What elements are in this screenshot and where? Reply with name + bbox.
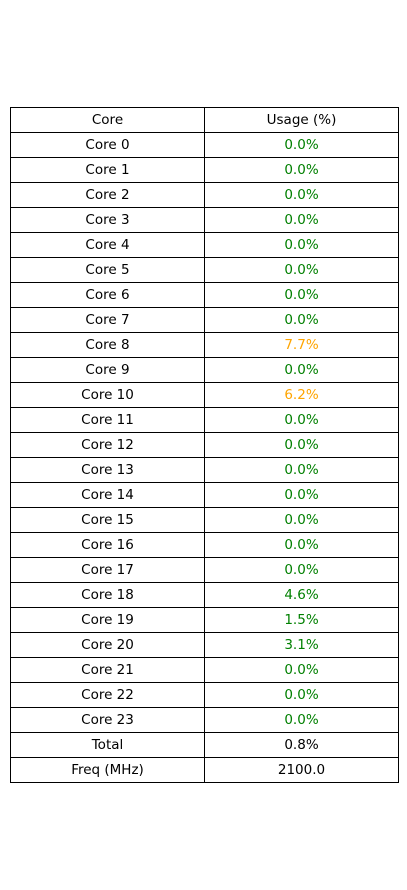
core-usage: 0.0% bbox=[204, 157, 399, 183]
core-label: Core 12 bbox=[10, 432, 205, 458]
core-usage: 0.0% bbox=[204, 507, 399, 533]
table-row: Core 9 0.0% bbox=[10, 357, 399, 383]
core-label: Core 7 bbox=[10, 307, 205, 333]
total-label: Total bbox=[10, 732, 205, 758]
core-usage: 0.0% bbox=[204, 182, 399, 208]
core-label: Core 2 bbox=[10, 182, 205, 208]
core-label: Core 9 bbox=[10, 357, 205, 383]
core-usage: 0.0% bbox=[204, 432, 399, 458]
core-label: Core 11 bbox=[10, 407, 205, 433]
freq-label: Freq (MHz) bbox=[10, 757, 205, 783]
core-usage: 0.0% bbox=[204, 232, 399, 258]
table-row: Core 22 0.0% bbox=[10, 682, 399, 708]
core-label: Core 8 bbox=[10, 332, 205, 358]
freq-value: 2100.0 bbox=[204, 757, 399, 783]
total-row: Total 0.8% bbox=[10, 732, 399, 758]
table-row: Core 10 6.2% bbox=[10, 382, 399, 408]
core-label: Core 10 bbox=[10, 382, 205, 408]
table-row: Core 8 7.7% bbox=[10, 332, 399, 358]
core-label: Core 18 bbox=[10, 582, 205, 608]
core-label: Core 6 bbox=[10, 282, 205, 308]
core-label: Core 22 bbox=[10, 682, 205, 708]
core-label: Core 14 bbox=[10, 482, 205, 508]
core-label: Core 4 bbox=[10, 232, 205, 258]
core-usage: 1.5% bbox=[204, 607, 399, 633]
core-usage: 0.0% bbox=[204, 657, 399, 683]
core-label: Core 16 bbox=[10, 532, 205, 558]
core-label: Core 17 bbox=[10, 557, 205, 583]
freq-row: Freq (MHz) 2100.0 bbox=[10, 757, 399, 783]
core-usage: 4.6% bbox=[204, 582, 399, 608]
core-usage: 0.0% bbox=[204, 482, 399, 508]
table-row: Core 12 0.0% bbox=[10, 432, 399, 458]
core-usage: 0.0% bbox=[204, 532, 399, 558]
core-label: Core 19 bbox=[10, 607, 205, 633]
table-row: Core 23 0.0% bbox=[10, 707, 399, 733]
cpu-usage-table: Core Usage (%) Core 0 0.0% Core 1 0.0% Core … bbox=[10, 107, 399, 783]
header-usage: Usage (%) bbox=[204, 107, 399, 133]
table-row: Core 7 0.0% bbox=[10, 307, 399, 333]
core-usage: 6.2% bbox=[204, 382, 399, 408]
table-row: Core 14 0.0% bbox=[10, 482, 399, 508]
core-label: Core 13 bbox=[10, 457, 205, 483]
core-usage: 0.0% bbox=[204, 307, 399, 333]
table-row: Core 0 0.0% bbox=[10, 132, 399, 158]
table-row: Core 17 0.0% bbox=[10, 557, 399, 583]
core-usage: 0.0% bbox=[204, 682, 399, 708]
table-row: Core 19 1.5% bbox=[10, 607, 399, 633]
table-row: Core 6 0.0% bbox=[10, 282, 399, 308]
core-usage: 0.0% bbox=[204, 407, 399, 433]
table-row: Core 1 0.0% bbox=[10, 157, 399, 183]
core-usage: 0.0% bbox=[204, 132, 399, 158]
table-row: Core 5 0.0% bbox=[10, 257, 399, 283]
total-value: 0.8% bbox=[204, 732, 399, 758]
table-row: Core 2 0.0% bbox=[10, 182, 399, 208]
core-usage: 0.0% bbox=[204, 207, 399, 233]
table-row: Core 11 0.0% bbox=[10, 407, 399, 433]
table-row: Core 21 0.0% bbox=[10, 657, 399, 683]
table-row: Core 16 0.0% bbox=[10, 532, 399, 558]
core-label: Core 0 bbox=[10, 132, 205, 158]
table-row: Core 3 0.0% bbox=[10, 207, 399, 233]
core-usage: 0.0% bbox=[204, 357, 399, 383]
table-row: Core 18 4.6% bbox=[10, 582, 399, 608]
core-label: Core 21 bbox=[10, 657, 205, 683]
core-usage: 0.0% bbox=[204, 282, 399, 308]
core-usage: 0.0% bbox=[204, 707, 399, 733]
core-usage: 3.1% bbox=[204, 632, 399, 658]
core-usage: 7.7% bbox=[204, 332, 399, 358]
table-header: Core Usage (%) bbox=[10, 107, 399, 133]
table-row: Core 13 0.0% bbox=[10, 457, 399, 483]
table-body: Core 0 0.0% Core 1 0.0% Core 2 0.0% Core 3 0.0%… bbox=[10, 132, 399, 733]
table-row: Core 15 0.0% bbox=[10, 507, 399, 533]
core-usage: 0.0% bbox=[204, 457, 399, 483]
core-usage: 0.0% bbox=[204, 557, 399, 583]
core-label: Core 1 bbox=[10, 157, 205, 183]
header-core: Core bbox=[10, 107, 205, 133]
core-label: Core 5 bbox=[10, 257, 205, 283]
table-row: Core 4 0.0% bbox=[10, 232, 399, 258]
table-row: Core 20 3.1% bbox=[10, 632, 399, 658]
table-footer: Total 0.8% Freq (MHz) 2100.0 bbox=[10, 732, 399, 783]
core-label: Core 23 bbox=[10, 707, 205, 733]
header-row: Core Usage (%) bbox=[10, 107, 399, 133]
core-usage: 0.0% bbox=[204, 257, 399, 283]
core-label: Core 15 bbox=[10, 507, 205, 533]
core-label: Core 3 bbox=[10, 207, 205, 233]
core-label: Core 20 bbox=[10, 632, 205, 658]
